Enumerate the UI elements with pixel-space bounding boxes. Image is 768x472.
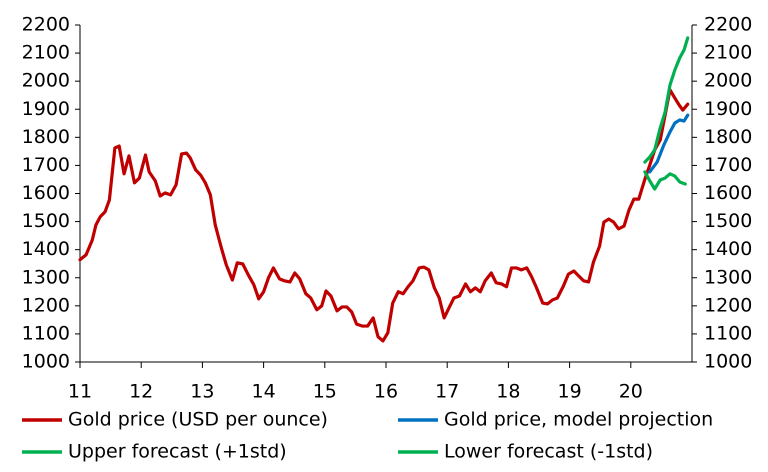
y-tick-label: 1600 [22, 182, 70, 204]
y-tick-label: 1700 [22, 154, 70, 176]
x-tick-label: 15 [313, 381, 337, 403]
x-tick-label: 17 [435, 381, 459, 403]
y2-tick-label: 1100 [704, 322, 752, 344]
legend-label: Upper forecast (+1std) [68, 441, 287, 463]
x-tick-label: 12 [129, 381, 153, 403]
series-line [648, 113, 690, 174]
series-line [78, 88, 690, 343]
legend-label: Gold price, model projection [444, 409, 713, 431]
x-tick-label: 16 [374, 381, 398, 403]
legend-label: Gold price (USD per ounce) [68, 409, 328, 431]
series-line [643, 170, 687, 191]
x-tick-label: 19 [558, 381, 582, 403]
x-tick-label: 18 [496, 381, 520, 403]
y2-tick-label: 2200 [704, 14, 752, 36]
series-line [643, 36, 690, 164]
y-tick-label: 2100 [22, 42, 70, 64]
y-tick-label: 2200 [22, 14, 70, 36]
y-tick-label: 1800 [22, 126, 70, 148]
y2-tick-label: 1800 [704, 126, 752, 148]
legend-label: Lower forecast (-1std) [444, 441, 653, 463]
y2-tick-label: 1200 [704, 294, 752, 316]
y2-tick-label: 2100 [704, 42, 752, 64]
y2-tick-label: 1000 [704, 351, 752, 373]
y-tick-label: 1000 [22, 351, 70, 373]
y-tick-label: 1100 [22, 322, 70, 344]
y2-tick-label: 1600 [704, 182, 752, 204]
x-tick-label: 11 [68, 381, 92, 403]
y-tick-label: 1300 [22, 266, 70, 288]
y-tick-label: 1500 [22, 210, 70, 232]
y-tick-label: 2000 [22, 70, 70, 92]
y2-tick-label: 1400 [704, 238, 752, 260]
y-tick-label: 1200 [22, 294, 70, 316]
x-tick-label: 20 [619, 381, 643, 403]
x-tick-label: 13 [190, 381, 214, 403]
y2-tick-label: 1900 [704, 98, 752, 120]
x-tick-label: 14 [252, 381, 276, 403]
y2-tick-label: 1700 [704, 154, 752, 176]
y-tick-label: 1400 [22, 238, 70, 260]
y2-tick-label: 1300 [704, 266, 752, 288]
y-tick-label: 1900 [22, 98, 70, 120]
y2-tick-label: 1500 [704, 210, 752, 232]
y2-tick-label: 2000 [704, 70, 752, 92]
